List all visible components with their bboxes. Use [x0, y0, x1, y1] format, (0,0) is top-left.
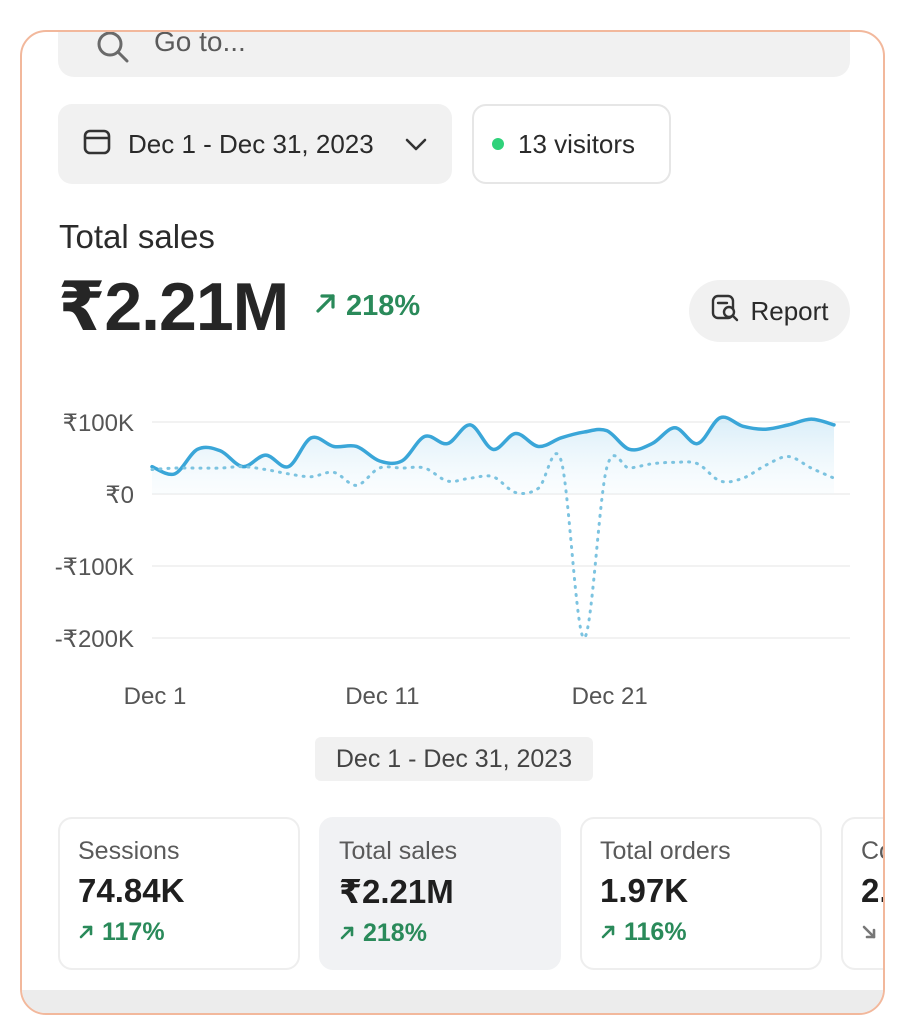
bottom-divider	[22, 990, 883, 1013]
arrow-up-right-icon	[78, 918, 94, 947]
metric-label: Sessions	[78, 837, 180, 865]
live-status-dot	[492, 138, 504, 150]
metric-value: ₹2.21M	[339, 873, 454, 910]
metric-label: Total sales	[339, 837, 458, 865]
total-sales-label: Total sales	[59, 218, 215, 255]
metric-growth: 116%	[600, 918, 802, 947]
visitors-label: 13 visitors	[518, 128, 636, 159]
metric-card-total-sales[interactable]: Total sales ₹2.21M 218%	[319, 817, 561, 970]
growth-percent: 218%	[363, 919, 427, 947]
growth-percent: 116%	[624, 918, 687, 946]
y-tick-label: -₹100K	[55, 554, 134, 581]
y-tick-label: ₹0	[105, 482, 134, 509]
x-tick-label: Dec 11	[345, 683, 419, 710]
metric-cards: Sessions 74.84K 117% Total sales ₹2.21M …	[58, 817, 883, 972]
arrow-down-right-icon	[861, 918, 877, 947]
y-tick-label: ₹100K	[63, 410, 134, 437]
series-line-comparison	[150, 452, 836, 640]
metric-growth: 218%	[339, 919, 541, 948]
metric-value: 74.84K	[78, 872, 185, 909]
arrow-up-right-icon	[600, 918, 616, 947]
total-sales-growth: 218%	[314, 290, 420, 323]
metric-label: Co	[861, 837, 883, 865]
search-bar[interactable]: Go to...	[58, 30, 850, 77]
arrow-up-right-icon	[339, 919, 355, 948]
metric-card-total-orders[interactable]: Total orders 1.97K 116%	[580, 817, 822, 970]
search-icon	[96, 32, 130, 69]
growth-percent: 218%	[346, 290, 421, 322]
metric-growth: 117%	[78, 918, 280, 947]
calendar-icon	[82, 126, 112, 163]
growth-percent: 117%	[102, 918, 165, 946]
chart-date-caption: Dec 1 - Dec 31, 2023	[315, 737, 593, 781]
series-line-current	[150, 415, 836, 477]
sales-line-chart: ₹100K ₹0 -₹100K -₹200K Dec 1 Dec 11 Dec 21	[55, 410, 850, 710]
metric-card-sessions[interactable]: Sessions 74.84K 117%	[58, 817, 300, 970]
app-frame: Go to... Dec 1 - Dec 31, 2023 13 visitor…	[20, 30, 885, 1015]
total-sales-value: ₹2.21M	[58, 269, 289, 345]
report-search-icon	[710, 293, 740, 330]
x-tick-label: Dec 1	[124, 683, 187, 710]
metric-card-partial[interactable]: Co 2.	[841, 817, 883, 970]
metric-growth	[861, 918, 883, 947]
metric-value: 2.	[861, 872, 883, 909]
arrow-up-right-icon	[314, 290, 338, 323]
y-tick-label: -₹200K	[55, 626, 134, 653]
date-range-label: Dec 1 - Dec 31, 2023	[128, 128, 374, 159]
x-tick-label: Dec 21	[572, 683, 648, 710]
date-range-selector[interactable]: Dec 1 - Dec 31, 2023	[58, 104, 452, 184]
search-placeholder: Go to...	[154, 30, 246, 57]
report-label: Report	[750, 295, 829, 326]
metric-label: Total orders	[600, 837, 731, 865]
metric-value: 1.97K	[600, 872, 689, 909]
live-visitors-button[interactable]: 13 visitors	[472, 104, 671, 184]
report-button[interactable]: Report	[689, 280, 850, 342]
chevron-down-icon	[404, 129, 428, 160]
